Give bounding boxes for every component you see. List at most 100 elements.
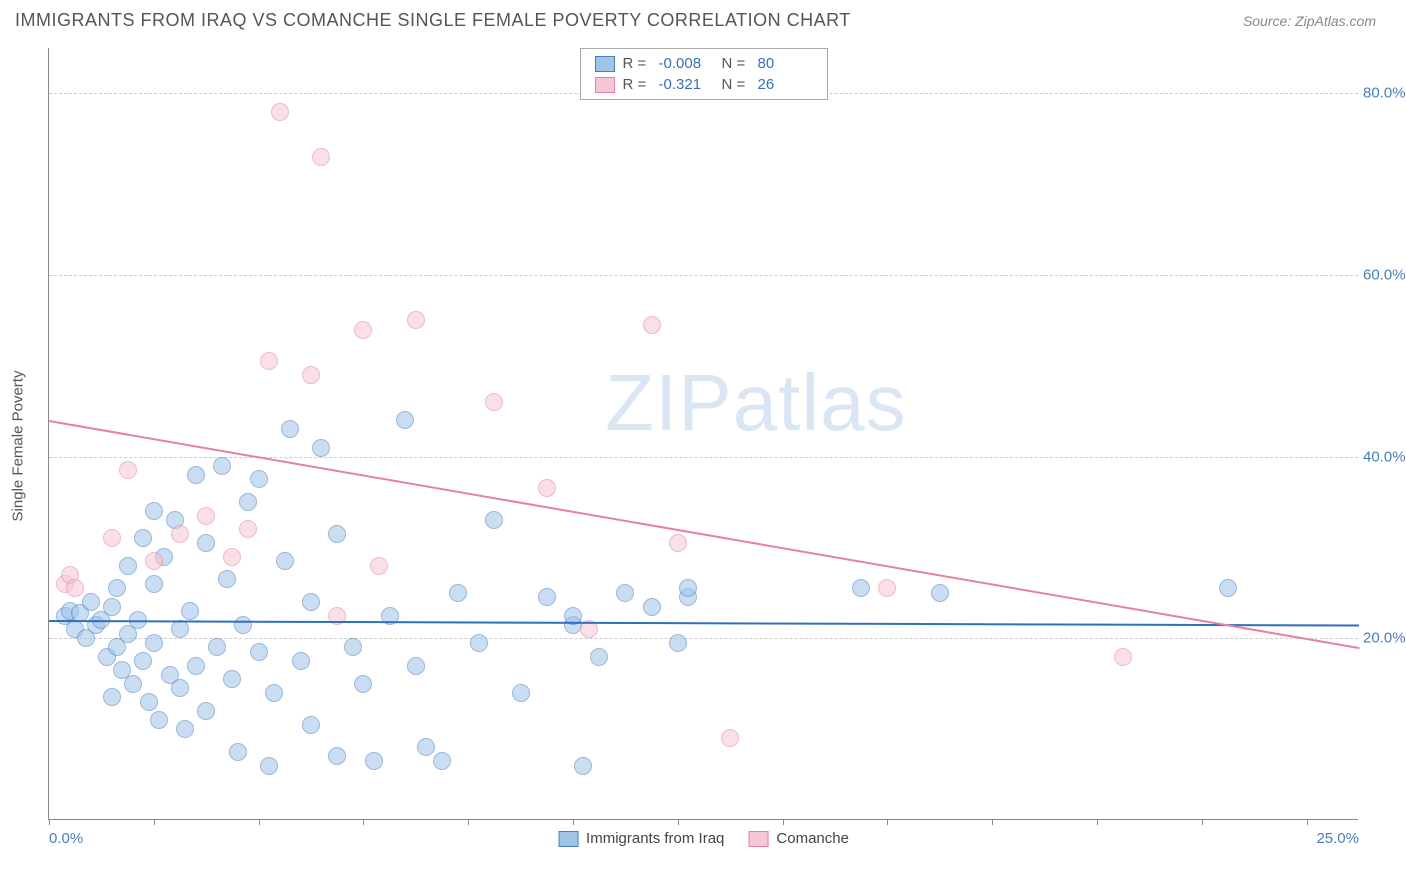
point-series1 (213, 457, 231, 475)
point-series1 (260, 757, 278, 775)
point-series1 (145, 502, 163, 520)
gridline-h (49, 638, 1358, 639)
x-tick (468, 819, 469, 825)
point-series2 (171, 525, 189, 543)
point-series1 (124, 675, 142, 693)
point-series2 (721, 729, 739, 747)
point-series1 (108, 579, 126, 597)
point-series1 (134, 652, 152, 670)
source-attribution: Source: ZipAtlas.com (1243, 13, 1376, 29)
point-series1 (433, 752, 451, 770)
point-series2 (485, 393, 503, 411)
x-tick (1202, 819, 1203, 825)
point-series2 (354, 321, 372, 339)
point-series2 (271, 103, 289, 121)
point-series2 (302, 366, 320, 384)
point-series1 (134, 529, 152, 547)
point-series1 (82, 593, 100, 611)
x-tick (259, 819, 260, 825)
x-tick (573, 819, 574, 825)
point-series1 (852, 579, 870, 597)
point-series1 (312, 439, 330, 457)
point-series1 (417, 738, 435, 756)
x-tick (1097, 819, 1098, 825)
swatch-series1 (595, 56, 615, 72)
point-series1 (281, 420, 299, 438)
point-series1 (119, 557, 137, 575)
point-series2 (119, 461, 137, 479)
point-series2 (145, 552, 163, 570)
point-series1 (187, 466, 205, 484)
point-series1 (302, 716, 320, 734)
point-series1 (669, 634, 687, 652)
legend-item-series1: Immigrants from Iraq (558, 830, 724, 847)
point-series1 (250, 470, 268, 488)
point-series2 (223, 548, 241, 566)
point-series1 (590, 648, 608, 666)
point-series1 (931, 584, 949, 602)
x-tick-label: 0.0% (49, 830, 83, 847)
point-series1 (218, 570, 236, 588)
point-series1 (354, 675, 372, 693)
watermark-text: ZIPatlas (605, 357, 906, 449)
x-tick-label: 25.0% (1316, 830, 1359, 847)
point-series1 (197, 702, 215, 720)
point-series1 (365, 752, 383, 770)
point-series1 (485, 511, 503, 529)
point-series1 (234, 616, 252, 634)
point-series1 (140, 693, 158, 711)
point-series2 (312, 148, 330, 166)
point-series2 (66, 579, 84, 597)
x-tick (154, 819, 155, 825)
point-series2 (103, 529, 121, 547)
point-series2 (239, 520, 257, 538)
point-series2 (878, 579, 896, 597)
x-tick (49, 819, 50, 825)
gridline-h (49, 275, 1358, 276)
point-series2 (407, 311, 425, 329)
correlation-legend: R = -0.008 N = 80 R = -0.321 N = 26 (580, 48, 828, 100)
point-series1 (396, 411, 414, 429)
point-series1 (538, 588, 556, 606)
point-series2 (538, 479, 556, 497)
point-series1 (407, 657, 425, 675)
y-tick-label: 60.0% (1363, 267, 1406, 284)
r-value-series2: -0.321 (659, 76, 714, 93)
point-series1 (103, 598, 121, 616)
x-tick (992, 819, 993, 825)
x-tick (363, 819, 364, 825)
y-tick-label: 40.0% (1363, 448, 1406, 465)
gridline-h (49, 457, 1358, 458)
n-value-series2: 26 (758, 76, 813, 93)
legend-row-series1: R = -0.008 N = 80 (595, 53, 813, 74)
point-series1 (187, 657, 205, 675)
swatch-series2 (595, 77, 615, 93)
point-series1 (616, 584, 634, 602)
y-tick-label: 80.0% (1363, 85, 1406, 102)
point-series1 (574, 757, 592, 775)
point-series1 (302, 593, 320, 611)
point-series1 (181, 602, 199, 620)
point-series2 (643, 316, 661, 334)
point-series1 (470, 634, 488, 652)
point-series1 (265, 684, 283, 702)
point-series1 (208, 638, 226, 656)
point-series1 (223, 670, 241, 688)
y-tick-label: 20.0% (1363, 630, 1406, 647)
r-value-series1: -0.008 (659, 55, 714, 72)
point-series2 (370, 557, 388, 575)
legend-row-series2: R = -0.321 N = 26 (595, 74, 813, 95)
n-value-series1: 80 (758, 55, 813, 72)
point-series1 (150, 711, 168, 729)
point-series1 (145, 575, 163, 593)
point-series1 (328, 747, 346, 765)
swatch-series1-bottom (558, 831, 578, 847)
legend-item-series2: Comanche (748, 830, 849, 847)
chart-plot-area: ZIPatlas R = -0.008 N = 80 R = -0.321 N … (48, 48, 1358, 820)
swatch-series2-bottom (748, 831, 768, 847)
point-series2 (260, 352, 278, 370)
point-series1 (176, 720, 194, 738)
series-legend: Immigrants from Iraq Comanche (558, 830, 849, 847)
point-series1 (250, 643, 268, 661)
point-series2 (669, 534, 687, 552)
